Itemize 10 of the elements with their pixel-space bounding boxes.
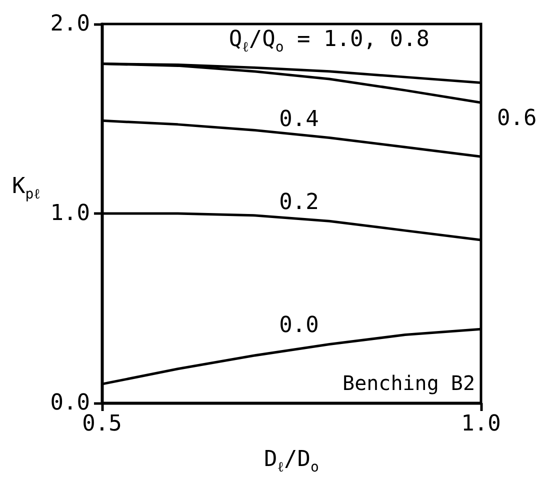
series-label: 0.6 — [497, 106, 537, 131]
y-tick-label: 1.0 — [50, 201, 90, 226]
x-axis-title: D$_{ℓ}$/D$_{o}$ — [264, 446, 319, 475]
annotation: Benching B2 — [342, 371, 475, 395]
series-label: 0.0 — [279, 313, 319, 338]
series-label: 0.4 — [279, 106, 319, 132]
y-tick-label: 2.0 — [50, 12, 90, 36]
series-label: Q$_{ℓ}$/Q$_{o}$ = 1.0, 0.8 — [228, 26, 430, 56]
series-label: 0.2 — [279, 190, 319, 216]
y-axis-title: K$_{pℓ}$ — [12, 174, 40, 202]
